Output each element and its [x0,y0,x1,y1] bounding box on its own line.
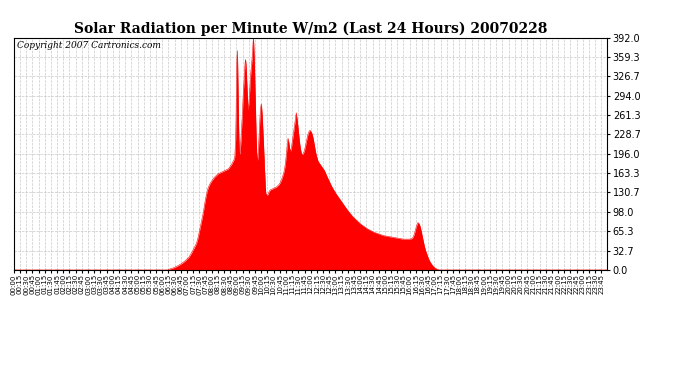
Title: Solar Radiation per Minute W/m2 (Last 24 Hours) 20070228: Solar Radiation per Minute W/m2 (Last 24… [74,22,547,36]
Text: Copyright 2007 Cartronics.com: Copyright 2007 Cartronics.com [17,41,161,50]
